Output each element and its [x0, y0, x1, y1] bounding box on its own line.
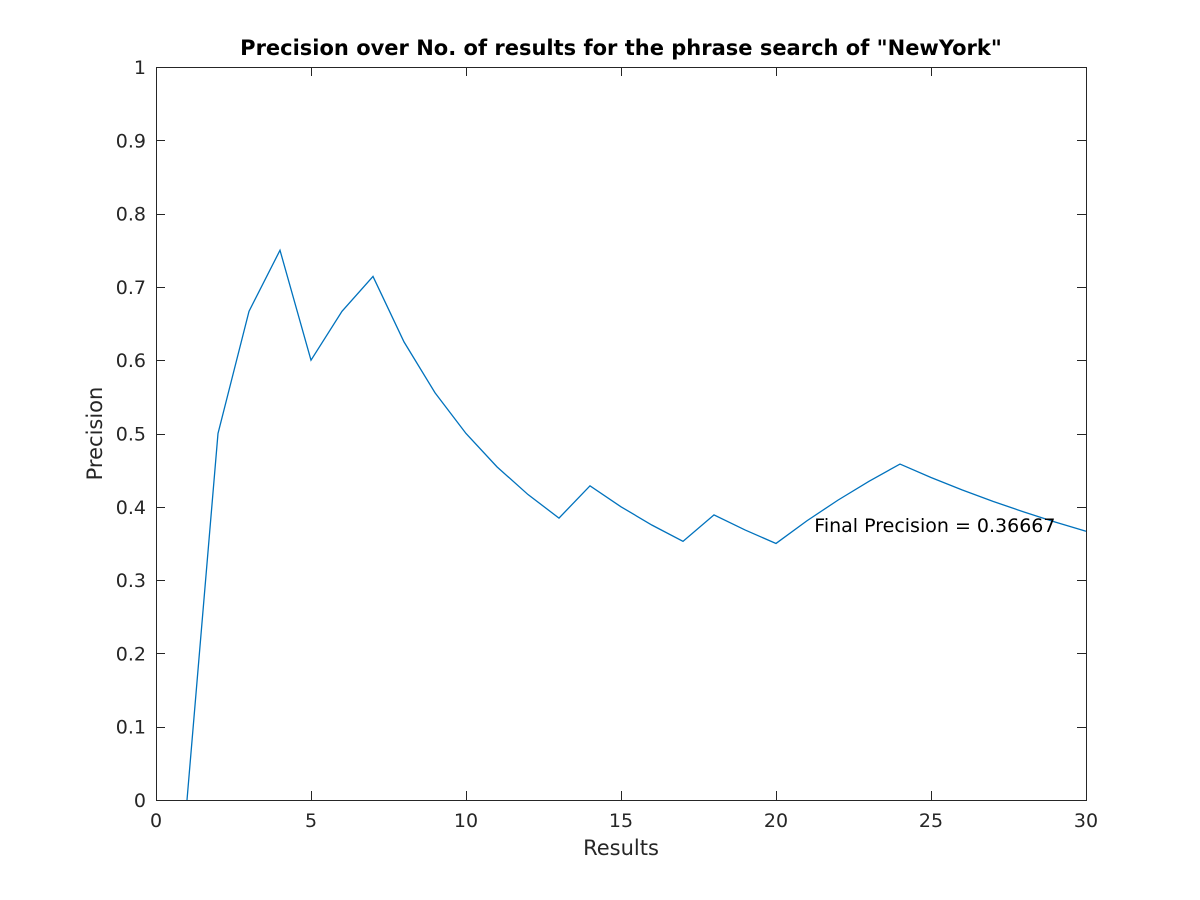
- x-tick-label: 15: [609, 810, 633, 832]
- y-tick-label: 0: [134, 790, 146, 812]
- x-tick-label: 5: [305, 810, 317, 832]
- x-tick-label: 25: [919, 810, 943, 832]
- x-tick-label: 0: [150, 810, 162, 832]
- x-tick-label: 10: [454, 810, 478, 832]
- y-tick-label: 0.6: [116, 350, 146, 372]
- x-tick-labels: 0 5 10 15 20 25 30: [150, 810, 1098, 832]
- axes-box: [156, 67, 1087, 801]
- series-layer: [186, 248, 1087, 801]
- y-tick-label: 0.7: [116, 277, 146, 299]
- precision-line: [186, 248, 1087, 801]
- y-tick-label: 0.8: [116, 204, 146, 226]
- y-tick-label: 1: [134, 57, 146, 79]
- y-tick-label: 0.2: [116, 643, 146, 665]
- y-tick-labels: 0 0.1 0.2 0.3 0.4 0.5 0.6 0.7 0.8 0.9 1: [116, 57, 146, 812]
- y-tick-label: 0.4: [116, 497, 146, 519]
- x-axis-title: Results: [583, 836, 659, 860]
- plot-area: [156, 67, 1086, 800]
- x-tick-label: 20: [764, 810, 788, 832]
- x-tick-label: 30: [1074, 810, 1098, 832]
- y-tick-label: 0.3: [116, 570, 146, 592]
- y-tick-label: 0.9: [116, 130, 146, 152]
- y-tick-label: 0.5: [116, 424, 146, 446]
- chart-title: Precision over No. of results for the ph…: [240, 36, 1002, 60]
- y-tick-label: 0.1: [116, 717, 146, 739]
- y-axis-title: Precision: [83, 387, 107, 481]
- annotation-layer: Final Precision = 0.36667: [814, 515, 1055, 537]
- final-precision-annotation: Final Precision = 0.36667: [814, 515, 1055, 537]
